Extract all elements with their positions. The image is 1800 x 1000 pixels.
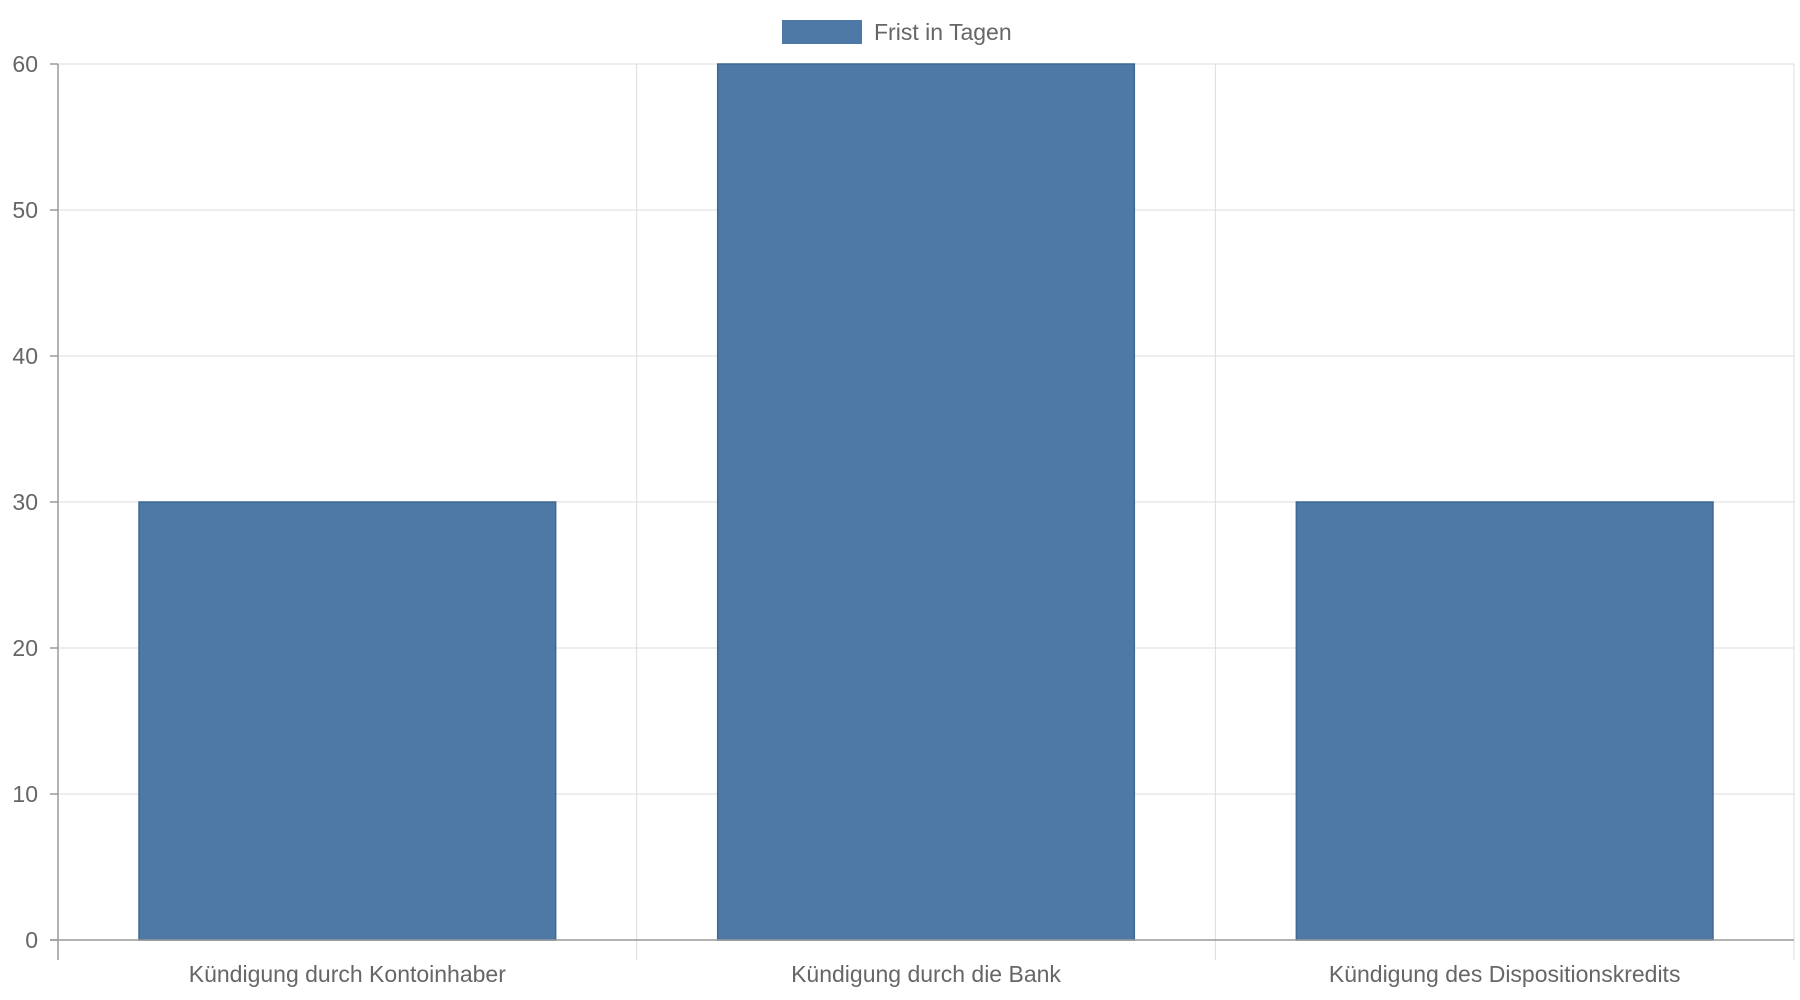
y-tick-label: 10	[12, 781, 38, 807]
axes	[50, 64, 1794, 960]
x-axis-ticks: Kündigung durch Kontoinhaber Kündigung du…	[189, 961, 1681, 987]
legend-label: Frist in Tagen	[874, 19, 1012, 45]
bar	[1295, 501, 1714, 941]
legend: Frist in Tagen	[782, 19, 1012, 45]
y-tick-label: 60	[12, 51, 38, 77]
bars	[138, 63, 1714, 941]
x-tick-label: Kündigung durch Kontoinhaber	[189, 961, 506, 987]
y-axis-ticks: 0 10 20 30 40 50 60	[12, 51, 58, 953]
x-tick-label: Kündigung durch die Bank	[791, 961, 1061, 987]
y-tick-label: 50	[12, 197, 38, 223]
y-tick-label: 0	[25, 927, 38, 953]
legend-swatch	[782, 20, 862, 44]
x-tick-label: Kündigung des Dispositionskredits	[1329, 961, 1681, 987]
bar	[716, 63, 1136, 941]
bar	[138, 501, 557, 941]
y-tick-label: 40	[12, 343, 38, 369]
y-tick-label: 30	[12, 489, 38, 515]
y-tick-label: 20	[12, 635, 38, 661]
